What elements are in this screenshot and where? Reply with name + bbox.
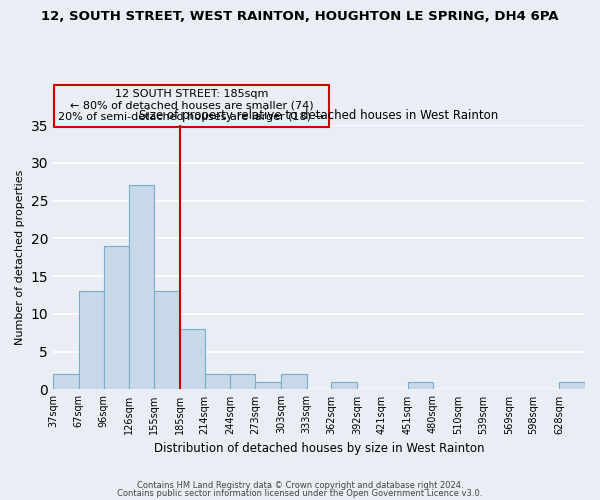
Bar [154,291,180,390]
Title: Size of property relative to detached houses in West Rainton: Size of property relative to detached ho… [139,110,499,122]
Text: Contains HM Land Registry data © Crown copyright and database right 2024.: Contains HM Land Registry data © Crown c… [137,481,463,490]
Bar [559,382,585,390]
Bar [255,382,281,390]
Text: Contains public sector information licensed under the Open Government Licence v3: Contains public sector information licen… [118,488,482,498]
Y-axis label: Number of detached properties: Number of detached properties [15,170,25,345]
Bar [230,374,255,390]
Bar [79,291,104,390]
Text: 12, SOUTH STREET, WEST RAINTON, HOUGHTON LE SPRING, DH4 6PA: 12, SOUTH STREET, WEST RAINTON, HOUGHTON… [41,10,559,23]
Text: 12 SOUTH STREET: 185sqm
← 80% of detached houses are smaller (74)
20% of semi-de: 12 SOUTH STREET: 185sqm ← 80% of detache… [58,89,324,122]
Bar [281,374,307,390]
Bar [205,374,230,390]
X-axis label: Distribution of detached houses by size in West Rainton: Distribution of detached houses by size … [154,442,484,455]
Bar [104,246,129,390]
Bar [53,374,79,390]
Bar [129,186,154,390]
Bar [407,382,433,390]
Bar [180,329,205,390]
Bar [331,382,357,390]
